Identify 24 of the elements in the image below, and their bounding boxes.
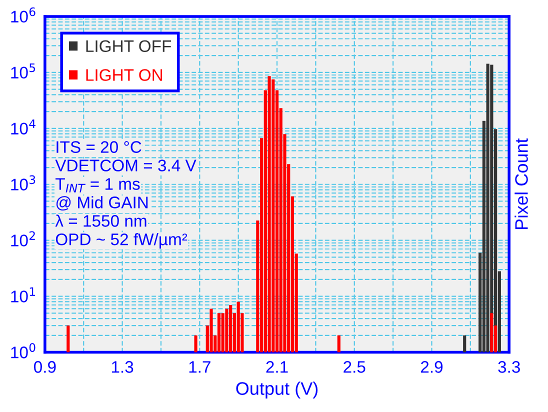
- y-axis-title: Pixel Count: [514, 138, 528, 230]
- legend-label: LIGHT ON: [86, 69, 162, 81]
- annotation: OPD ~ 52 fW/µm²: [56, 233, 188, 249]
- x-tick-label: 1.7: [189, 361, 210, 373]
- y-tick-label: 10$^{1}$: [11, 287, 35, 302]
- y-tick-label: 10$^{5}$: [11, 63, 36, 79]
- x-tick-label: 2.9: [420, 361, 443, 373]
- y-tick-label: 10$^{4}$: [11, 119, 36, 134]
- x-tick-label: 0.9: [34, 361, 56, 373]
- x-tick-label: 2.1: [266, 361, 288, 373]
- y-tick-label: 10$^{3}$: [11, 175, 36, 190]
- legend-label: LIGHT OFF: [86, 40, 172, 52]
- annotation: @ Mid GAIN: [56, 196, 148, 211]
- y-tick-label: 10$^{2}$: [11, 231, 35, 246]
- y-tick-label: 10$^{0}$: [11, 343, 36, 358]
- y-tick-label: 10$^{6}$: [11, 7, 36, 23]
- annotation: ITS = 20 °C: [56, 141, 142, 153]
- annotation: VDETCOM = 3.4 V: [55, 160, 196, 172]
- annotation: T$_{INT}$ = 1 ms: [56, 178, 140, 192]
- x-tick-label: 3.3: [498, 361, 520, 373]
- x-tick-label: 2.5: [344, 361, 366, 373]
- x-tick-label: 1.3: [112, 361, 134, 373]
- annotation: λ = 1550 nm: [55, 214, 146, 227]
- x-axis-title: Output (V): [236, 382, 318, 399]
